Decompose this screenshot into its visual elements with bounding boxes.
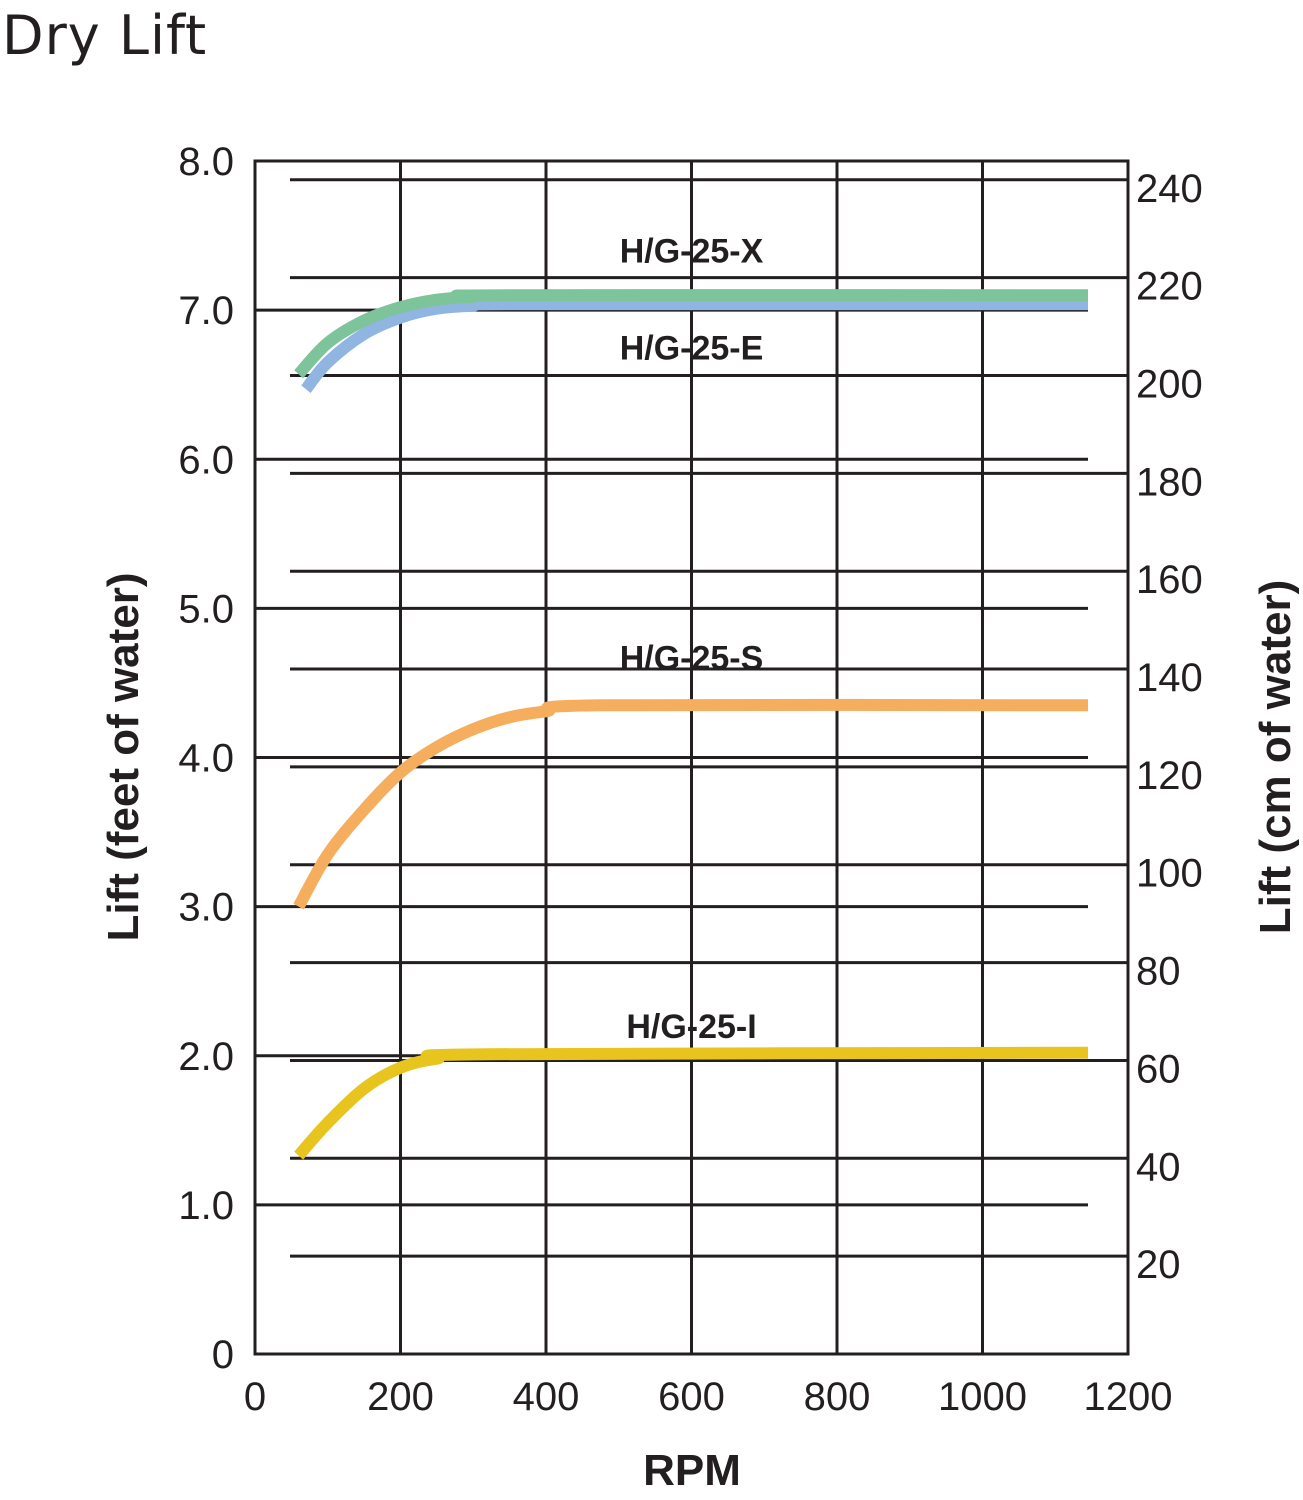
- x-tick-label: 0: [244, 1375, 266, 1419]
- y2-tick-label: 100: [1136, 852, 1203, 896]
- x-tick-label: 1000: [938, 1375, 1027, 1419]
- x-tick-label: 200: [367, 1375, 434, 1419]
- series-line-h-g-25-i: [294, 1046, 1089, 1160]
- y2-tick-label: 200: [1136, 362, 1203, 406]
- y-tick-label: 7.0: [178, 289, 234, 333]
- y2-axis-label: Lift (cm of water): [1251, 580, 1300, 934]
- series-line-h-g-25-s: [293, 698, 1088, 910]
- x-tick-label: 400: [513, 1375, 580, 1419]
- y2-tick-label: 140: [1136, 656, 1203, 700]
- y-axis-label: Lift (feet of water): [99, 572, 148, 941]
- y2-tick-label: 60: [1136, 1047, 1181, 1091]
- series-line-h-g-25-e: [301, 298, 1088, 393]
- y2-tick-label: 40: [1136, 1145, 1181, 1189]
- series-label-h-g-25-i: H/G-25-I: [626, 1008, 756, 1046]
- y2-tick-label: 240: [1136, 167, 1203, 211]
- x-tick-label: 1200: [1084, 1375, 1173, 1419]
- series-line-h-g-25-x: [294, 289, 1088, 379]
- y-tick-label: 2.0: [178, 1035, 234, 1079]
- y-tick-label: 1.0: [178, 1184, 234, 1228]
- y2-tick-label: 160: [1136, 558, 1203, 602]
- x-axis-label: RPM: [643, 1446, 741, 1495]
- series-label-h-g-25-s: H/G-25-S: [620, 640, 764, 678]
- y2-tick-label: 220: [1136, 265, 1203, 309]
- y2-tick-label: 180: [1136, 460, 1203, 504]
- y-tick-label: 0: [212, 1333, 234, 1377]
- y2-tick-label: 80: [1136, 950, 1181, 994]
- x-tick-label: 600: [658, 1375, 725, 1419]
- chart-title: Dry Lift: [2, 4, 208, 67]
- y-tick-label: 4.0: [178, 737, 234, 781]
- series-label-h-g-25-x: H/G-25-X: [620, 232, 764, 270]
- plot-frame: [253, 159, 1130, 1356]
- x-tick-label: 800: [804, 1375, 871, 1419]
- y-tick-label: 6.0: [178, 438, 234, 482]
- y-tick-label: 8.0: [178, 140, 234, 184]
- y2-tick-label: 20: [1136, 1243, 1181, 1287]
- y-tick-label: 5.0: [178, 587, 234, 631]
- series-label-h-g-25-e: H/G-25-E: [620, 329, 764, 367]
- y2-tick-label: 120: [1136, 754, 1203, 798]
- y-tick-label: 3.0: [178, 886, 234, 930]
